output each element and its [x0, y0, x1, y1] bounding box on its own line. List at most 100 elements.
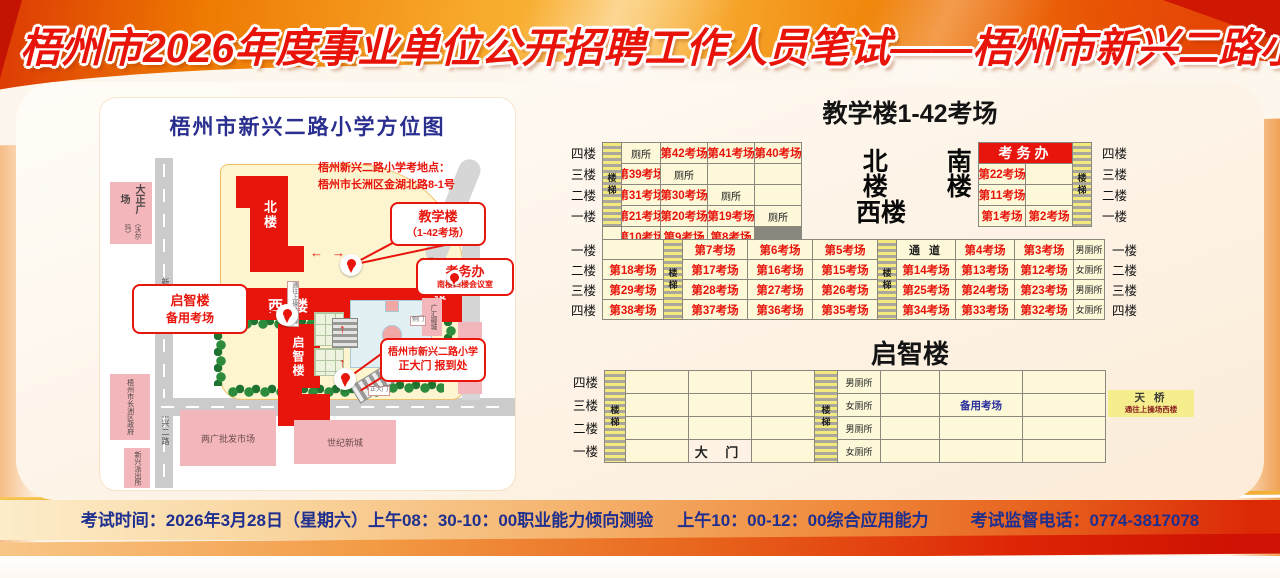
arrow-up-icon-2: ↑: [339, 355, 346, 370]
floor-label: 三楼: [570, 168, 596, 182]
building-qizhi-foot: [302, 394, 330, 424]
floor-label: 二楼: [572, 422, 598, 436]
stairs-strip: 楼梯: [878, 240, 896, 319]
exam-room-cell: 第11考场: [979, 185, 1025, 205]
landmark-police: 新兴派出所: [124, 448, 150, 488]
exam-time-2-text: 上午10：00-12：00综合应用能力: [677, 511, 929, 530]
exam-room-cell: 第22考场: [979, 164, 1025, 184]
exam-room-cell: 第40考场: [755, 143, 801, 163]
exam-room-cell: 第23考场: [1015, 280, 1073, 299]
building-north-wing: [236, 176, 252, 208]
callout-kaowu-line2: 南楼四楼会议室: [437, 280, 493, 290]
south-floor-labels: 四楼 三楼 二楼 一楼: [1102, 142, 1138, 226]
callout-gate-line2: 正大门 报到处: [398, 360, 468, 373]
callout-gate-line1: 梧州市新兴二路小学: [388, 346, 478, 358]
tree-row-gate: [388, 380, 444, 394]
empty-cell: [752, 440, 814, 462]
exam-room-cell: 第1考场: [979, 206, 1025, 226]
exam-room-cell: 第21考场: [622, 206, 660, 226]
empty-cell: [1023, 394, 1105, 416]
supervision-phone-text: 考试监督电话：0774-3817078: [970, 511, 1200, 530]
toilet-cell: 女厕所: [838, 394, 880, 416]
toilet-cell: 女厕所: [1074, 300, 1104, 319]
exam-room-cell: 第30考场: [661, 185, 707, 205]
exam-room-cell: 第34考场: [897, 300, 955, 319]
callout-teaching-line1: 教学楼: [418, 209, 458, 225]
page-bottom-strip: [0, 556, 1280, 578]
callout-qizhi: 启智楼 备用考场: [132, 284, 248, 334]
empty-cell: [1026, 164, 1072, 184]
floor-label: 三楼: [1112, 283, 1138, 298]
floor-label: 二楼: [570, 189, 596, 203]
exam-room-cell: 第6考场: [748, 240, 812, 259]
floor-label: 三楼: [570, 283, 596, 298]
campus-map-panel: 梧州市新兴二路小学方位图 新兴二路 新兴二路 冬湖路 北楼 西楼 南楼 启智楼 …: [100, 98, 515, 490]
exam-room-cell: 第37考场: [683, 300, 747, 319]
empty-cell: [1023, 440, 1105, 462]
north-floor-labels: 四楼 三楼 二楼 一楼: [560, 142, 596, 226]
exam-office-cell: 考务办: [979, 143, 1072, 163]
empty-cell: [626, 440, 688, 462]
arrow-left-icon: ←: [310, 245, 323, 260]
exam-room-cell: 第29考场: [603, 280, 663, 299]
floor-label: 四楼: [570, 147, 596, 161]
exam-room-cell: 第32考场: [1015, 300, 1073, 319]
building-north: [250, 176, 288, 272]
empty-cell: [881, 417, 939, 439]
exam-room-cell: 第38考场: [603, 300, 663, 319]
exam-room-cell: 第7考场: [683, 240, 747, 259]
empty-cell: [626, 394, 688, 416]
landmark-guanghui: 广汇郦城: [422, 298, 442, 336]
north-building-big-label: 北楼: [859, 148, 888, 198]
qizhi-floor-labels: 四楼 三楼 二楼 一楼: [562, 370, 598, 462]
exam-room-cell: 第5考场: [813, 240, 877, 259]
floor-label: 二楼: [570, 263, 596, 278]
exam-room-cell: 第33考场: [956, 300, 1014, 319]
exam-room-cell: 第25考场: [897, 280, 955, 299]
callout-teaching-line2: （1-42考场）: [406, 226, 470, 239]
toilet-cell: 男厕所: [1074, 240, 1104, 259]
empty-cell: [940, 417, 1022, 439]
empty-cell: [881, 394, 939, 416]
toilet-cell: 女厕所: [838, 440, 880, 462]
exam-room-cell: 第36考场: [748, 300, 812, 319]
bridge-note-sub: 通往上操场西楼: [1124, 405, 1178, 415]
toilet-cell: 厕所: [661, 164, 707, 184]
west-building-big-label: 西楼: [856, 199, 907, 227]
stairs-strip: 楼梯: [1073, 143, 1091, 226]
arrow-right-icon: →: [332, 245, 345, 260]
address-note-line1: 梧州新兴二路小学考地点：: [318, 162, 450, 174]
exam-room-cell: 第16考场: [748, 260, 812, 279]
exam-room-cell: 第42考场: [661, 143, 707, 163]
west-floor-labels-right: 一楼 二楼 三楼 四楼: [1112, 239, 1148, 319]
exam-room-cell: 第3考场: [1015, 240, 1073, 259]
exam-room-cell: 第26考场: [813, 280, 877, 299]
exam-room-cell: 第39考场: [622, 164, 660, 184]
floor-label: 一楼: [570, 210, 596, 224]
poster-title: 梧州市2026年度事业单位公开招聘工作人员笔试——梧州市新兴二路小学考点: [20, 25, 1280, 71]
landmark-dazheng: 大正广场 （沃尔玛）: [110, 182, 152, 244]
floor-label: 四楼: [1112, 303, 1138, 318]
road-label-xinxing-2: 新兴二路: [161, 410, 170, 446]
exam-room-cell: 第27考场: [748, 280, 812, 299]
gate-cell: 大 门: [689, 440, 751, 462]
exam-room-cell: 第28考场: [683, 280, 747, 299]
west-building-table: 楼梯 楼梯 第7考场 第6考场 第5考场 通 道 第4考场 第3考场 男厕所 第…: [602, 239, 1105, 320]
landmark-shiji: 世纪新城: [294, 420, 396, 464]
stairs-strip: 楼梯: [605, 371, 625, 462]
floor-label: 二楼: [1102, 189, 1128, 203]
toilet-cell: 厕所: [622, 143, 660, 163]
toilet-cell: 厕所: [755, 206, 801, 226]
floor-label: 二楼: [1112, 263, 1138, 278]
footer-info: 考试时间：2026年3月28日（星期六）上午08：30-10：00职业能力倾向测…: [0, 506, 1280, 531]
exam-room-cell: 第4考场: [956, 240, 1014, 259]
floor-label: 三楼: [572, 399, 598, 413]
empty-cell: [752, 371, 814, 393]
floor-label: 一楼: [1102, 210, 1128, 224]
map-title: 梧州市新兴二路小学方位图: [169, 116, 446, 139]
empty-cell: [940, 371, 1022, 393]
outdoor-stairs: [332, 318, 358, 348]
floor-label: 一楼: [572, 445, 598, 459]
callout-qizhi-line1: 启智楼: [170, 293, 210, 309]
floor-label: 四楼: [572, 376, 598, 390]
